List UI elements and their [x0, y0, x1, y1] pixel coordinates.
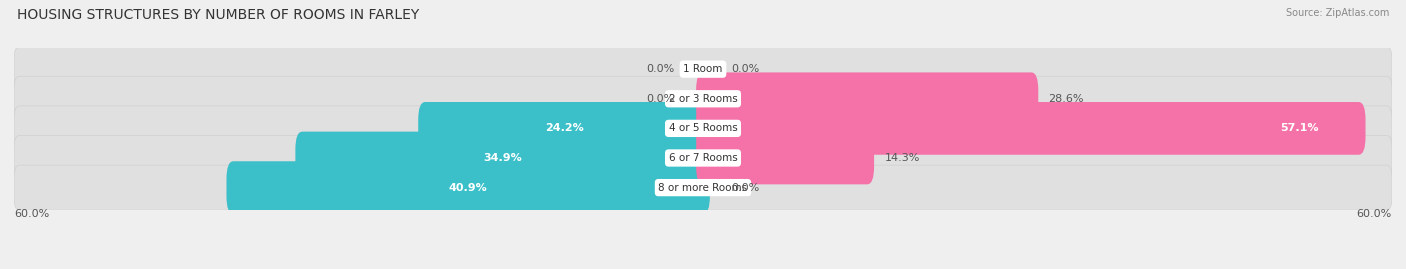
FancyBboxPatch shape: [14, 47, 1392, 92]
FancyBboxPatch shape: [418, 102, 710, 155]
FancyBboxPatch shape: [696, 102, 1365, 155]
FancyBboxPatch shape: [696, 132, 875, 184]
Text: 0.0%: 0.0%: [731, 183, 761, 193]
Text: 4 or 5 Rooms: 4 or 5 Rooms: [669, 123, 737, 133]
Text: 14.3%: 14.3%: [884, 153, 920, 163]
Text: 60.0%: 60.0%: [14, 209, 49, 219]
Text: 8 or more Rooms: 8 or more Rooms: [658, 183, 748, 193]
FancyBboxPatch shape: [14, 76, 1392, 121]
FancyBboxPatch shape: [696, 72, 1038, 125]
FancyBboxPatch shape: [14, 106, 1392, 151]
FancyBboxPatch shape: [14, 136, 1392, 180]
Text: 2 or 3 Rooms: 2 or 3 Rooms: [669, 94, 737, 104]
Text: 6 or 7 Rooms: 6 or 7 Rooms: [669, 153, 737, 163]
Text: 0.0%: 0.0%: [645, 64, 675, 74]
Text: 0.0%: 0.0%: [731, 64, 761, 74]
Text: 24.2%: 24.2%: [544, 123, 583, 133]
Text: 28.6%: 28.6%: [1049, 94, 1084, 104]
Text: 57.1%: 57.1%: [1279, 123, 1319, 133]
FancyBboxPatch shape: [14, 165, 1392, 210]
Text: 0.0%: 0.0%: [645, 94, 675, 104]
Text: 60.0%: 60.0%: [1357, 209, 1392, 219]
Text: Source: ZipAtlas.com: Source: ZipAtlas.com: [1285, 8, 1389, 18]
Text: 1 Room: 1 Room: [683, 64, 723, 74]
Text: 34.9%: 34.9%: [484, 153, 522, 163]
Text: 40.9%: 40.9%: [449, 183, 488, 193]
FancyBboxPatch shape: [295, 132, 710, 184]
Text: HOUSING STRUCTURES BY NUMBER OF ROOMS IN FARLEY: HOUSING STRUCTURES BY NUMBER OF ROOMS IN…: [17, 8, 419, 22]
FancyBboxPatch shape: [226, 161, 710, 214]
